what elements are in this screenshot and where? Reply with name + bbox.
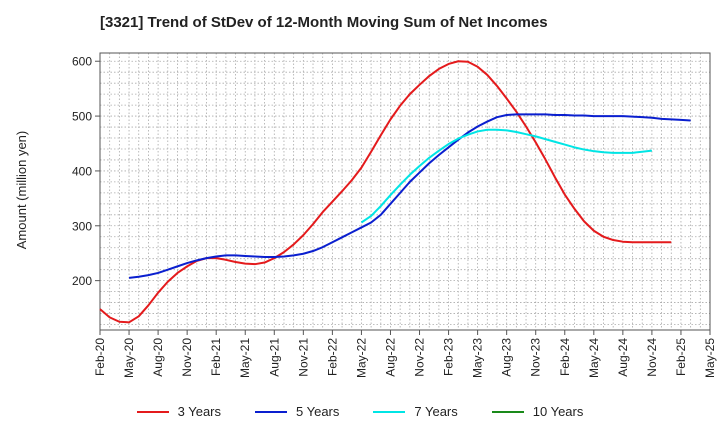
plot-area — [99, 52, 711, 331]
x-tick-label: Feb-24 — [558, 338, 572, 376]
x-tick-label: Nov-20 — [180, 338, 194, 377]
legend-label-7-years: 7 Years — [414, 404, 458, 419]
legend-swatch-5-years — [255, 410, 287, 413]
series-line-5-years — [128, 113, 691, 279]
legend-item-10-years: 10 Years — [491, 404, 584, 419]
y-tick-label: 300 — [72, 219, 92, 233]
legend-label-3-years: 3 Years — [177, 404, 221, 419]
x-tick-label: Nov-21 — [296, 338, 310, 377]
legend: 3 Years 5 Years 7 Years 10 Years — [0, 404, 720, 419]
x-tick-label: Feb-25 — [674, 338, 688, 376]
x-tick-label: Feb-22 — [325, 338, 339, 376]
legend-item-3-years: 3 Years — [136, 404, 221, 419]
x-tick-label: Aug-21 — [267, 338, 281, 377]
legend-swatch-7-years — [373, 410, 406, 413]
x-tick-label: Aug-23 — [500, 338, 514, 377]
x-tick-label: May-24 — [587, 338, 601, 378]
x-tick-label: Nov-24 — [645, 338, 659, 377]
x-tick-label: Feb-23 — [442, 338, 456, 376]
x-tick-label: Aug-22 — [383, 338, 397, 377]
y-tick-label: 200 — [72, 274, 92, 288]
legend-swatch-3-years — [136, 410, 169, 413]
x-tick-label: Feb-20 — [93, 338, 107, 376]
y-tick-label: 600 — [72, 55, 92, 69]
legend-item-7-years: 7 Years — [373, 404, 458, 419]
y-tick-label: 400 — [72, 164, 92, 178]
x-tick-label: Aug-24 — [616, 338, 630, 377]
x-tick-label: Feb-21 — [209, 338, 223, 376]
x-tick-label: Aug-20 — [151, 338, 165, 377]
legend-item-5-years: 5 Years — [255, 404, 339, 419]
x-tick-label: May-20 — [122, 338, 136, 378]
x-tick-label: Nov-22 — [413, 338, 427, 377]
x-tick-label: Nov-23 — [529, 338, 543, 377]
legend-label-10-years: 10 Years — [532, 404, 584, 419]
x-tick-label: May-21 — [238, 338, 252, 378]
chart-title: [3321] Trend of StDev of 12-Month Moving… — [100, 14, 548, 31]
y-tick-label: 500 — [72, 110, 92, 124]
x-tick-label: May-22 — [354, 338, 368, 378]
legend-swatch-10-years — [491, 410, 524, 413]
x-tick-label: May-23 — [471, 338, 485, 378]
series-line-3-years — [99, 60, 672, 324]
x-tick-label: May-25 — [703, 338, 717, 378]
series-line-7-years — [360, 128, 653, 224]
legend-label-5-years: 5 Years — [296, 404, 340, 419]
